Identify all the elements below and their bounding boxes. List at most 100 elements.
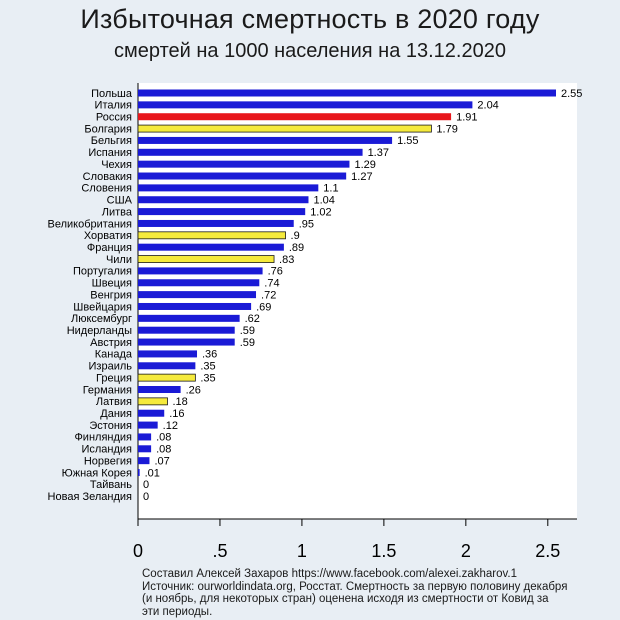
category-label: Италия: [95, 100, 133, 112]
category-label: Венгрия: [90, 289, 132, 301]
value-label: 1.27: [351, 171, 372, 183]
bar-33: [138, 469, 140, 477]
x-tick-label: .5: [212, 541, 227, 561]
bar-3: [138, 113, 452, 121]
value-label: .89: [289, 242, 304, 254]
category-label: Польша: [91, 88, 133, 100]
value-label: .36: [202, 349, 217, 361]
bar-chart: Польша 2.55 Италия 2.04 Россия 1.91 Болгария 1.…: [48, 83, 583, 561]
value-label: .74: [264, 278, 279, 290]
category-label: Люксембург: [71, 313, 132, 325]
value-label: 2.55: [561, 88, 582, 100]
chart-subtitle: смертей на 1000 населения на 13.12.2020: [114, 40, 506, 62]
bar-14: [138, 243, 284, 251]
value-label: .59: [240, 337, 255, 349]
footnote-source: Источник: ourworldindata.org, Росстат. С…: [142, 580, 568, 593]
category-label: Франция: [87, 242, 132, 254]
value-label: .35: [200, 372, 215, 384]
category-label: Великобритания: [48, 218, 133, 230]
bar-17: [138, 279, 260, 287]
bar-21: [138, 326, 235, 334]
category-label: Финляндия: [74, 432, 132, 444]
x-tick-label: 1.5: [371, 541, 396, 561]
category-label: Испания: [88, 147, 132, 159]
category-label: Болгария: [84, 123, 132, 135]
category-label: Норвегия: [84, 455, 132, 467]
category-label: Канада: [95, 349, 133, 361]
category-label: Исландия: [81, 444, 132, 456]
x-ticks-group: 0 .5 1 1.5 2 2.5: [133, 519, 560, 561]
x-tick-label: 2.5: [535, 541, 560, 561]
bars-group: Польша 2.55 Италия 2.04 Россия 1.91 Болгария 1.…: [48, 88, 583, 503]
value-label: .07: [154, 455, 169, 467]
bar-12: [138, 219, 294, 227]
bar-13: [137, 231, 286, 240]
category-label: Хорватия: [84, 230, 132, 242]
category-label: Швеция: [92, 278, 132, 290]
bar-22: [138, 338, 235, 346]
category-label: Латвия: [96, 396, 132, 408]
bar-7: [138, 160, 350, 168]
chart-title: Избыточная смертность в 2020 году: [80, 4, 540, 34]
category-label: Португалия: [73, 266, 132, 278]
footnote: Составил Алексей Захаров https://www.fac…: [142, 568, 612, 618]
value-label: .18: [173, 396, 188, 408]
value-label: .9: [291, 230, 300, 242]
value-label: .16: [169, 408, 184, 420]
category-label: Нидерланды: [67, 325, 132, 337]
value-label: 0: [143, 491, 149, 503]
category-label: Литва: [102, 206, 133, 218]
bar-10: [138, 196, 309, 204]
bar-24: [138, 362, 196, 370]
category-label: Тайвань: [90, 479, 132, 491]
category-label: Австрия: [90, 337, 132, 349]
value-label: .72: [261, 289, 276, 301]
value-label: 1.29: [354, 159, 375, 171]
category-label: Новая Зеландия: [48, 491, 132, 503]
bar-5: [138, 136, 393, 144]
value-label: 1.55: [397, 135, 418, 147]
value-label: .69: [256, 301, 271, 313]
bar-19: [138, 302, 252, 310]
bar-18: [138, 291, 257, 299]
x-tick-label: 0: [133, 541, 143, 561]
bar-6: [138, 148, 363, 156]
value-label: 0: [143, 479, 149, 491]
bar-32: [138, 457, 150, 465]
bar-20: [138, 314, 240, 322]
bar-4: [137, 124, 432, 133]
category-label: Эстония: [89, 420, 132, 432]
category-label: Швейцария: [73, 301, 132, 313]
bar-8: [138, 172, 347, 180]
bar-2: [138, 101, 473, 109]
value-label: .08: [156, 444, 171, 456]
bar-16: [138, 267, 263, 275]
x-tick-label: 1: [297, 541, 307, 561]
value-label: .62: [245, 313, 260, 325]
value-label: 1.37: [368, 147, 389, 159]
value-label: .35: [200, 361, 215, 373]
value-label: .12: [163, 420, 178, 432]
bar-23: [138, 350, 198, 358]
value-label: 2.04: [477, 100, 498, 112]
value-label: .76: [268, 266, 283, 278]
category-label: Словения: [81, 183, 132, 195]
value-label: 1.91: [456, 112, 477, 124]
category-label: Германия: [83, 384, 132, 396]
plot-area: [138, 83, 577, 519]
bar-31: [138, 445, 152, 453]
bar-15: [137, 255, 275, 263]
value-label: 1.79: [436, 123, 457, 135]
category-label: Бельгия: [91, 135, 132, 147]
footnote-note: (и ноябрь, для некоторых стран) оценена …: [142, 593, 549, 605]
category-label: Чили: [106, 254, 132, 266]
bar-9: [138, 184, 319, 192]
category-label: Израиль: [89, 361, 133, 373]
value-label: .83: [279, 254, 294, 266]
footnote-author: Составил Алексей Захаров https://www.fac…: [142, 568, 518, 580]
footnote-note-end: эти периоды.: [142, 605, 213, 618]
x-tick-label: 2: [461, 541, 471, 561]
value-label: 1.04: [313, 195, 334, 207]
value-label: 1.1: [323, 183, 338, 195]
value-label: .08: [156, 432, 171, 444]
